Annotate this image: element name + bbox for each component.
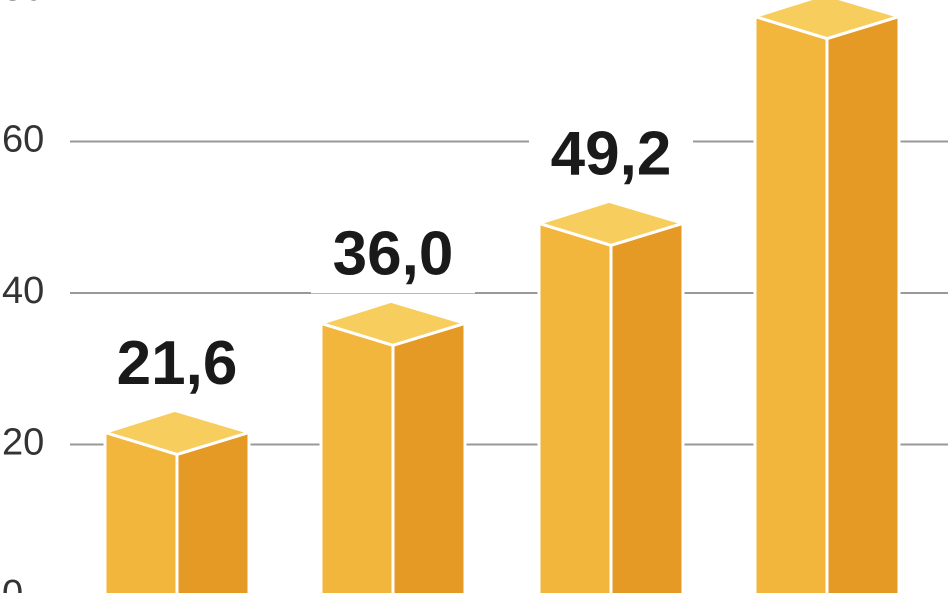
value-label: 49,2: [551, 120, 672, 189]
bar-front: [753, 14, 829, 593]
tick-label-bg: [0, 119, 62, 164]
bar-top: [99, 408, 255, 456]
y-tick-label: 20: [2, 422, 44, 464]
bar-top: [749, 0, 905, 41]
bar-side: [609, 221, 685, 593]
bar-front: [319, 321, 395, 593]
bar-top: [533, 199, 689, 247]
y-tick-label: 40: [2, 270, 44, 312]
bar-side: [391, 321, 467, 593]
value-label-bg: [311, 223, 475, 294]
bar-side: [175, 430, 251, 593]
value-label-bg: [95, 332, 259, 403]
bar-side: [825, 14, 901, 593]
y-tick-label: 80: [2, 0, 44, 9]
value-label: 21,6: [117, 329, 238, 398]
value-label: 36,0: [333, 220, 454, 289]
tick-label-bg: [0, 0, 62, 12]
value-label-bg: [529, 123, 693, 194]
tick-label-bg: [0, 271, 62, 315]
tick-label-bg: [0, 422, 62, 467]
bar-top: [315, 299, 471, 347]
y-tick-label: 60: [2, 119, 44, 161]
bar-front: [103, 430, 179, 593]
bar-front: [537, 221, 613, 593]
tick-label-bg: [0, 574, 62, 593]
y-tick-label: 0: [2, 573, 23, 593]
